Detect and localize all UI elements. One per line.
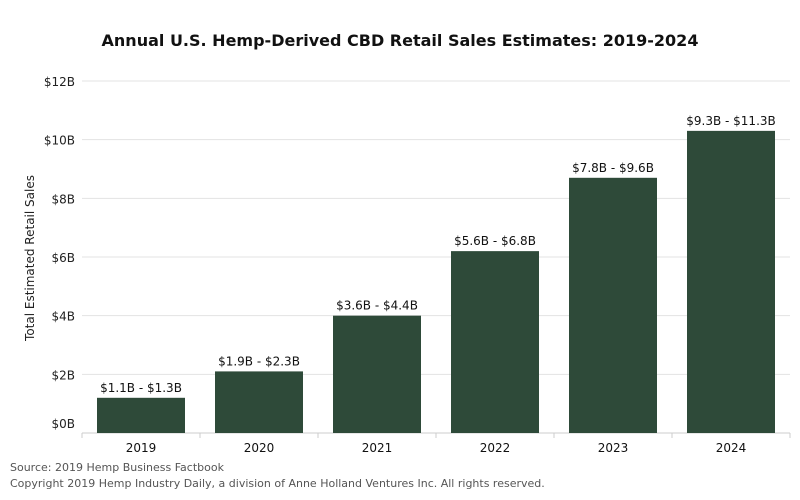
bar-2022 xyxy=(451,251,539,433)
data-label: $3.6B - $4.4B xyxy=(336,299,418,313)
x-tick-label: 2022 xyxy=(480,441,511,455)
data-label: $1.9B - $2.3B xyxy=(218,354,300,368)
bar-2020 xyxy=(215,371,303,433)
bar-chart: Annual U.S. Hemp-Derived CBD Retail Sale… xyxy=(23,31,791,455)
source-note: Source: 2019 Hemp Business Factbook xyxy=(10,461,224,474)
chart-title: Annual U.S. Hemp-Derived CBD Retail Sale… xyxy=(102,31,699,50)
bar-2019 xyxy=(97,397,185,433)
bar-2023 xyxy=(569,177,657,433)
y-tick-label: $0B xyxy=(51,417,75,431)
data-label: $1.1B - $1.3B xyxy=(100,381,182,395)
data-label: $9.3B - $11.3B xyxy=(686,114,776,128)
x-tick-label: 2019 xyxy=(126,441,157,455)
y-tick-label: $10B xyxy=(44,134,75,148)
x-tick-label: 2021 xyxy=(362,441,393,455)
y-tick-label: $4B xyxy=(51,310,75,324)
data-label: $7.8B - $9.6B xyxy=(572,161,654,175)
bar-2024 xyxy=(687,130,775,433)
y-tick-label: $8B xyxy=(51,192,75,206)
y-tick-label: $6B xyxy=(51,251,75,265)
bar-2021 xyxy=(333,315,421,433)
x-tick-label: 2023 xyxy=(598,441,629,455)
y-axis-label: Total Estimated Retail Sales xyxy=(23,175,37,342)
y-tick-label: $2B xyxy=(51,368,75,382)
y-tick-label: $12B xyxy=(44,75,75,89)
data-label: $5.6B - $6.8B xyxy=(454,234,536,248)
x-tick-label: 2024 xyxy=(716,441,747,455)
copyright-note: Copyright 2019 Hemp Industry Daily, a di… xyxy=(10,477,545,490)
x-tick-label: 2020 xyxy=(244,441,275,455)
